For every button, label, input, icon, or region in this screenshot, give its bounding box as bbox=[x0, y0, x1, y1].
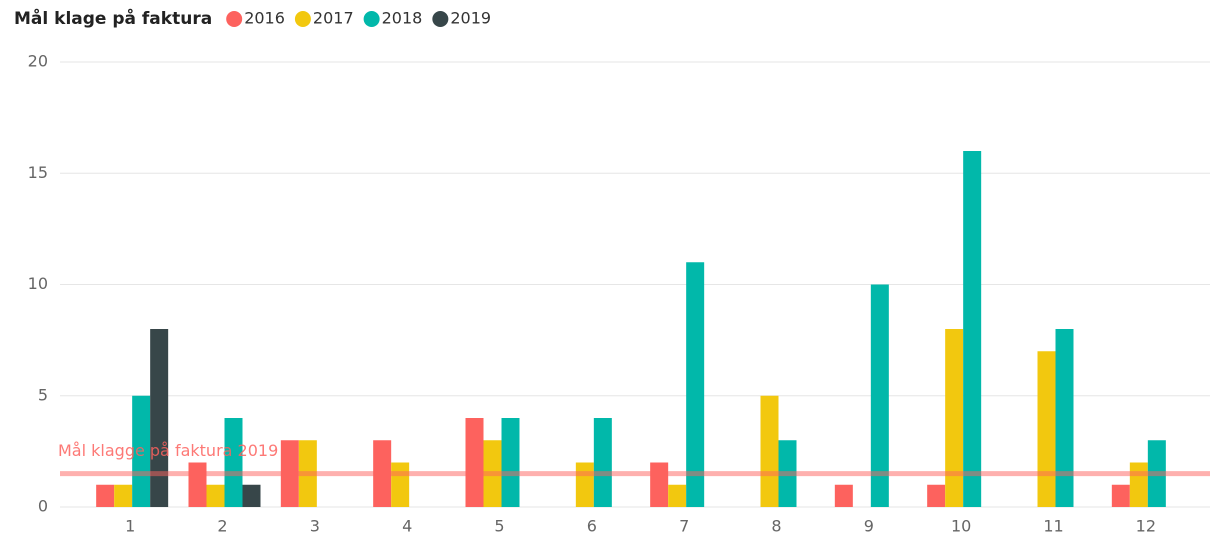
bar bbox=[150, 329, 169, 507]
bar bbox=[501, 418, 520, 507]
legend-label: 2017 bbox=[313, 9, 354, 28]
bar bbox=[575, 462, 594, 507]
x-tick-label: 12 bbox=[1136, 517, 1156, 536]
bar bbox=[132, 395, 151, 507]
bar bbox=[963, 151, 982, 507]
y-tick-label: 0 bbox=[38, 497, 48, 516]
bar bbox=[593, 418, 612, 507]
bar bbox=[1055, 329, 1074, 507]
bar bbox=[760, 395, 779, 507]
bar bbox=[1129, 462, 1148, 507]
x-tick-label: 2 bbox=[217, 517, 227, 536]
bar bbox=[188, 462, 207, 507]
bar bbox=[686, 262, 705, 507]
x-tick-label: 5 bbox=[494, 517, 504, 536]
x-tick-label: 6 bbox=[587, 517, 597, 536]
bar bbox=[927, 484, 946, 507]
legend-marker bbox=[226, 11, 243, 27]
legend-marker bbox=[363, 11, 380, 27]
y-tick-label: 5 bbox=[38, 385, 48, 404]
bar bbox=[945, 329, 964, 507]
x-tick-label: 3 bbox=[310, 517, 320, 536]
x-tick-label: 10 bbox=[951, 517, 971, 536]
y-tick-label: 10 bbox=[28, 274, 48, 293]
x-tick-label: 4 bbox=[402, 517, 412, 536]
bar bbox=[114, 484, 133, 507]
x-tick-label: 9 bbox=[864, 517, 874, 536]
bar bbox=[870, 284, 889, 507]
bar bbox=[391, 462, 410, 507]
x-tick-label: 7 bbox=[679, 517, 689, 536]
bar bbox=[1111, 484, 1130, 507]
legend-label: 2018 bbox=[382, 9, 423, 28]
bar bbox=[465, 418, 484, 507]
bar bbox=[224, 418, 243, 507]
bar bbox=[834, 484, 853, 507]
bar bbox=[206, 484, 225, 507]
bar bbox=[96, 484, 115, 507]
bar bbox=[668, 484, 687, 507]
legend-label: 2019 bbox=[450, 9, 491, 28]
reference-label: Mål klagge på faktura 2019 bbox=[58, 441, 278, 460]
legend-label: 2016 bbox=[244, 9, 285, 28]
x-tick-label: 8 bbox=[771, 517, 781, 536]
x-tick-label: 1 bbox=[125, 517, 135, 536]
bar bbox=[650, 462, 669, 507]
chart-title: Mål klage på faktura bbox=[14, 7, 212, 29]
y-tick-label: 20 bbox=[28, 52, 48, 71]
y-tick-label: 15 bbox=[28, 163, 48, 182]
x-tick-label: 11 bbox=[1043, 517, 1063, 536]
legend-marker bbox=[294, 11, 311, 27]
bar bbox=[1037, 351, 1056, 507]
legend-marker bbox=[432, 11, 449, 27]
bar bbox=[242, 484, 261, 507]
